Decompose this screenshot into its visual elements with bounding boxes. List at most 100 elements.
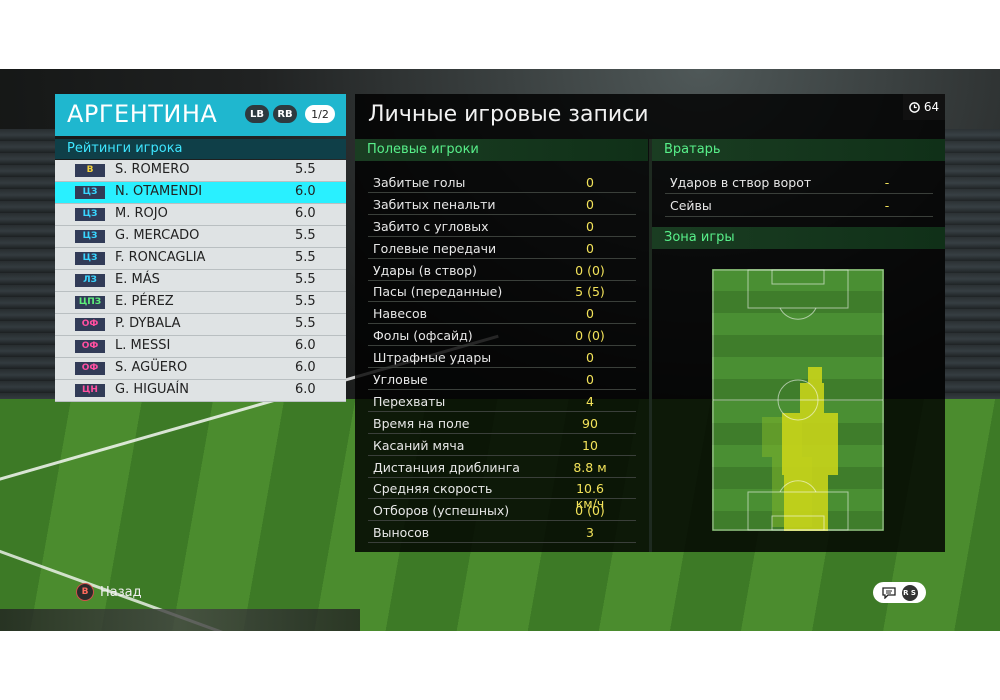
stat-label: Забито с угловых	[373, 218, 489, 234]
stat-row: Угловые 0	[368, 369, 636, 391]
position-badge: ЛЗ	[75, 274, 105, 287]
gk-stat-label: Ударов в створ ворот	[670, 175, 812, 190]
stat-label: Фолы (офсайд)	[373, 328, 473, 344]
rs-button-icon: R S	[901, 584, 918, 601]
stat-value: 0	[586, 175, 594, 190]
lb-button[interactable]: LB	[245, 105, 269, 123]
stat-row: Время на поле 90	[368, 413, 636, 434]
player-row[interactable]: ЦЗ F. RONCAGLIA 5.5	[55, 248, 346, 270]
player-name: S. AGÜERO	[115, 360, 188, 375]
stat-row: Штрафные удары 0	[368, 347, 636, 369]
player-rating: 6.0	[295, 184, 316, 199]
player-rating: 6.0	[295, 206, 316, 221]
player-name: E. PÉREZ	[115, 294, 174, 309]
rb-button[interactable]: RB	[273, 105, 297, 123]
player-name: S. ROMERO	[115, 162, 190, 177]
stat-value: 0	[586, 372, 594, 388]
stat-value: 3	[586, 525, 594, 541]
stat-label: Дистанция дриблинга	[373, 459, 520, 475]
stat-label: Удары (в створ)	[373, 262, 477, 278]
gk-stat-value: -	[884, 198, 890, 213]
timer-value: 64	[923, 100, 940, 114]
stat-value: 10	[582, 437, 598, 453]
back-control[interactable]: B Назад	[76, 583, 142, 601]
gk-stat-row: Ударов в створ ворот -	[665, 172, 933, 194]
match-timer: 64	[903, 94, 945, 120]
stat-value: 90	[582, 415, 598, 431]
stat-row: Перехваты 4	[368, 391, 636, 412]
stat-row: Фолы (офсайд) 0 (0)	[368, 325, 636, 347]
stat-label: Пасы (переданные)	[373, 284, 503, 300]
player-name: G. MERCADO	[115, 228, 200, 243]
stat-label: Перехваты	[373, 393, 446, 409]
player-row[interactable]: ОФ L. MESSI 6.0	[55, 336, 346, 358]
stat-label: Угловые	[373, 372, 428, 388]
player-name: G. HIGUAÍN	[115, 382, 189, 397]
player-row[interactable]: ЦПЗ E. PÉREZ 5.5	[55, 292, 346, 314]
gk-stat-row: Сейвы -	[665, 195, 933, 217]
stat-row: Забитых пенальти 0	[368, 194, 636, 215]
main-panel: Личные игровые записи 64 Полевые игроки …	[355, 94, 945, 552]
field-players-header: Полевые игроки	[355, 139, 648, 161]
player-rating: 6.0	[295, 382, 316, 397]
position-badge: ЦЗ	[75, 252, 105, 265]
page-title: Личные игровые записи	[368, 102, 649, 127]
clock-icon	[909, 101, 920, 113]
stat-row: Выносов 3	[368, 522, 636, 544]
position-badge: ЦЗ	[75, 230, 105, 243]
gk-stat-value: -	[884, 175, 890, 190]
team-name: АРГЕНТИНА	[67, 100, 218, 128]
position-badge: ЦН	[75, 384, 105, 397]
player-name: P. DYBALA	[115, 316, 181, 331]
player-row[interactable]: ЦЗ N. OTAMENDI 6.0	[55, 182, 346, 204]
b-button-icon: B	[76, 583, 94, 601]
position-badge: ОФ	[75, 340, 105, 353]
player-rating: 5.5	[295, 228, 316, 243]
field-stats-list: Забитые голы 0 Забитых пенальти 0 Забито с у…	[368, 172, 636, 544]
stat-value: 0	[586, 218, 594, 234]
position-badge: ОФ	[75, 362, 105, 375]
page-indicator: 1/2	[305, 105, 335, 123]
player-row[interactable]: ЦЗ M. ROJO 6.0	[55, 204, 346, 226]
stat-row: Удары (в створ) 0 (0)	[368, 260, 636, 281]
player-name: M. ROJO	[115, 206, 168, 221]
stat-row: Отборов (успешных) 0 (0)	[368, 500, 636, 522]
position-badge: В	[75, 164, 105, 177]
stat-value: 8.8 м	[573, 459, 607, 475]
player-name: L. MESSI	[115, 338, 171, 353]
position-badge: ЦПЗ	[75, 296, 105, 309]
chat-control[interactable]: R S	[873, 582, 926, 603]
player-rating: 5.5	[295, 162, 316, 177]
player-row[interactable]: ОФ P. DYBALA 5.5	[55, 314, 346, 336]
advertising-board	[0, 609, 360, 631]
player-list: В S. ROMERO 5.5 ЦЗ N. OTAMENDI 6.0 ЦЗ M. ROJO 6.…	[55, 160, 346, 402]
stat-value: 5 (5)	[575, 284, 605, 300]
stat-label: Время на поле	[373, 415, 470, 431]
player-name: E. MÁS	[115, 272, 160, 287]
stat-label: Голевые передачи	[373, 240, 497, 256]
player-row[interactable]: В S. ROMERO 5.5	[55, 160, 346, 182]
stat-label: Касаний мяча	[373, 437, 465, 453]
stat-row: Навесов 0	[368, 303, 636, 325]
stat-label: Средняя скорость	[373, 481, 493, 497]
player-row[interactable]: ОФ S. AGÜERO 6.0	[55, 358, 346, 380]
stat-value: 0	[586, 306, 594, 322]
play-zone-header: Зона игры	[652, 227, 945, 249]
stat-row: Забито с угловых 0	[368, 216, 636, 237]
stat-row: Средняя скорость 10.6 км/ч	[368, 478, 636, 511]
position-badge: ЦЗ	[75, 186, 105, 199]
player-row[interactable]: ЛЗ E. MÁS 5.5	[55, 270, 346, 292]
player-row[interactable]: ЦЗ G. MERCADO 5.5	[55, 226, 346, 248]
player-rating: 6.0	[295, 360, 316, 375]
player-row[interactable]: ЦН G. HIGUAÍN 6.0	[55, 380, 346, 402]
stat-row: Забитые голы 0	[368, 172, 636, 193]
player-rating: 6.0	[295, 338, 316, 353]
stat-label: Штрафные удары	[373, 350, 492, 366]
position-badge: ОФ	[75, 318, 105, 331]
play-zone-heatmap	[712, 269, 884, 531]
stat-value: 0	[586, 196, 594, 212]
goalkeeper-header: Вратарь	[652, 139, 945, 161]
team-header: АРГЕНТИНА LB RB 1/2	[55, 94, 346, 136]
back-label: Назад	[100, 584, 142, 600]
player-rating: 5.5	[295, 316, 316, 331]
